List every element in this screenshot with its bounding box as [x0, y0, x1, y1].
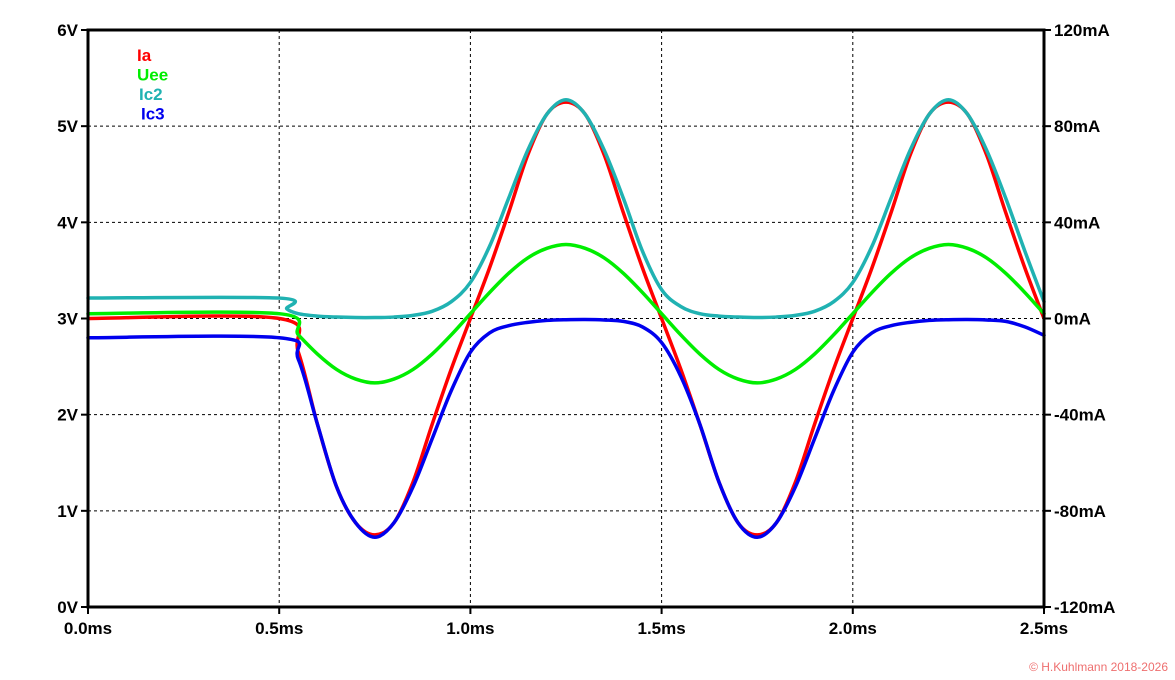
y-left-tick-label: 1V — [57, 502, 78, 521]
legend-entry-ic2: Ic2 — [139, 85, 163, 104]
legend-entry-ia: Ia — [137, 46, 152, 65]
copyright-text: © H.Kuhlmann 2018-2026 — [1029, 660, 1168, 674]
y-left-tick-label: 2V — [57, 406, 78, 425]
x-tick-label: 1.0ms — [446, 619, 494, 638]
x-tick-label: 2.5ms — [1020, 619, 1068, 638]
series-lines — [86, 97, 1046, 540]
y-right-tick-label: -80mA — [1054, 502, 1106, 521]
y-left-tick-label: 0V — [57, 598, 78, 617]
y-right-tick-label: -120mA — [1054, 598, 1115, 617]
y-right-tick-label: 120mA — [1054, 21, 1110, 40]
series-line-ia — [86, 100, 1046, 537]
x-tick-label: 2.0ms — [829, 619, 877, 638]
axis-ticks: 0.0ms 0.5ms 1.0ms 1.5ms 2.0ms 2.5ms 0V 1V 2V 3V 4V… — [57, 21, 1115, 638]
legend-entry-uee: Uee — [137, 66, 168, 85]
y-left-tick-label: 4V — [57, 213, 78, 232]
y-right-tick-label: -40mA — [1054, 406, 1106, 425]
series-line-ic2 — [86, 97, 1046, 320]
y-right-tick-label: 80mA — [1054, 117, 1100, 136]
y-left-tick-label: 5V — [57, 117, 78, 136]
y-left-tick-label: 6V — [57, 21, 78, 40]
y-left-tick-label: 3V — [57, 310, 78, 329]
x-tick-label: 0.5ms — [255, 619, 303, 638]
y-right-tick-label: 0mA — [1054, 310, 1091, 329]
x-tick-label: 0.0ms — [64, 619, 112, 638]
y-right-tick-label: 40mA — [1054, 213, 1100, 232]
series-line-ic3 — [86, 317, 1046, 540]
legend-entry-ic3: Ic3 — [141, 105, 165, 124]
x-tick-label: 1.5ms — [637, 619, 685, 638]
series-line-uee — [86, 242, 1046, 385]
